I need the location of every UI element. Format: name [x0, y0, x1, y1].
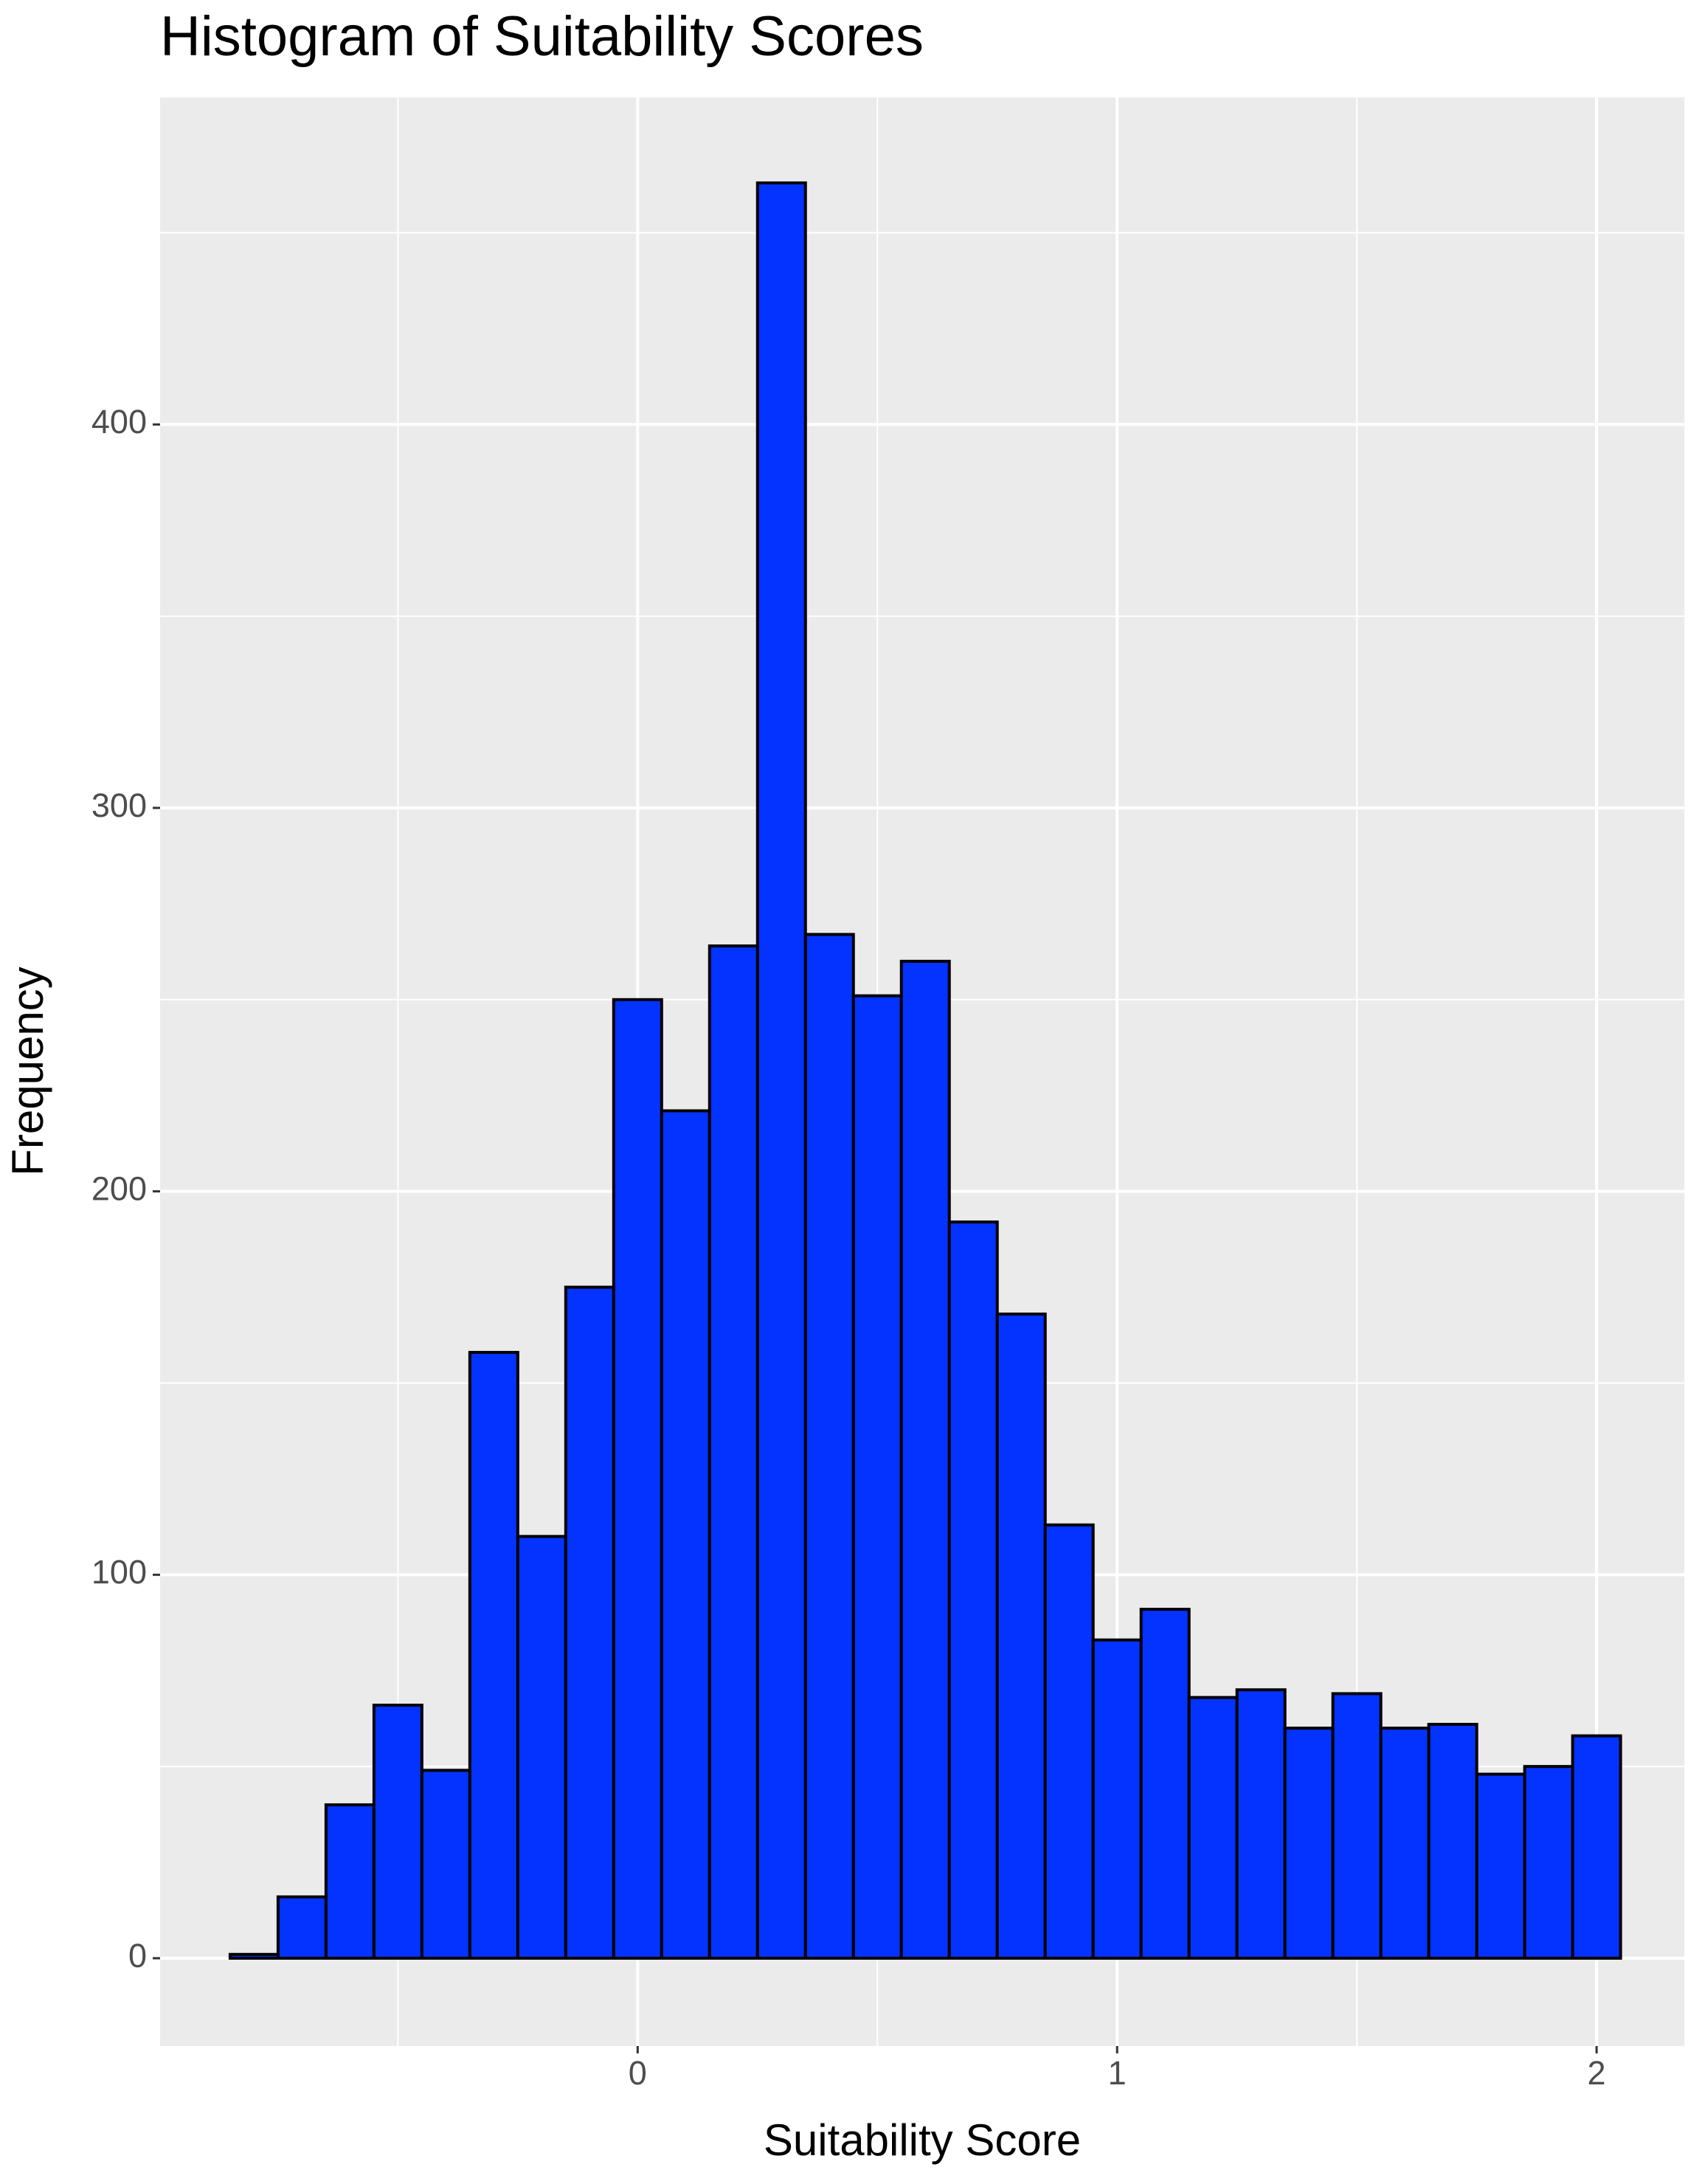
- bar: [947, 1220, 999, 1960]
- bar: [1139, 1608, 1191, 1960]
- bar: [851, 994, 903, 1960]
- y-tick-label: 0: [128, 1937, 147, 1974]
- bar: [803, 933, 855, 1960]
- bar: [1283, 1727, 1335, 1960]
- y-axis-label: Frequency: [3, 967, 52, 1175]
- bar: [1475, 1772, 1526, 1960]
- y-tick-label: 100: [91, 1553, 147, 1591]
- bar: [708, 944, 759, 1960]
- x-axis-label: Suitability Score: [764, 2115, 1081, 2165]
- bar: [564, 1285, 615, 1960]
- bar: [1427, 1722, 1479, 1960]
- bar: [1187, 1696, 1239, 1960]
- bar: [516, 1535, 567, 1960]
- x-tick-label: 1: [1108, 2054, 1127, 2092]
- bar: [228, 1952, 280, 1960]
- bar: [899, 959, 951, 1960]
- bar: [660, 1109, 711, 1960]
- bar: [755, 181, 807, 1960]
- y-tick-label: 400: [91, 403, 147, 440]
- y-tick-label: 300: [91, 787, 147, 824]
- bar: [1571, 1734, 1622, 1960]
- bar: [1043, 1523, 1095, 1960]
- y-tick-label: 200: [91, 1170, 147, 1208]
- bar: [1379, 1727, 1431, 1960]
- bar: [420, 1769, 471, 1960]
- bar: [1331, 1692, 1383, 1960]
- bar: [324, 1803, 376, 1960]
- bar: [372, 1704, 423, 1960]
- bar: [1235, 1688, 1287, 1960]
- bar: [468, 1350, 519, 1960]
- bar: [612, 998, 663, 1960]
- chart-title: Histogram of Suitability Scores: [160, 5, 924, 68]
- bar: [1523, 1765, 1574, 1960]
- bar: [276, 1895, 328, 1960]
- bar: [1091, 1638, 1143, 1960]
- x-tick-label: 2: [1588, 2054, 1606, 2092]
- x-tick-label: 0: [629, 2054, 647, 2092]
- bar: [995, 1312, 1047, 1960]
